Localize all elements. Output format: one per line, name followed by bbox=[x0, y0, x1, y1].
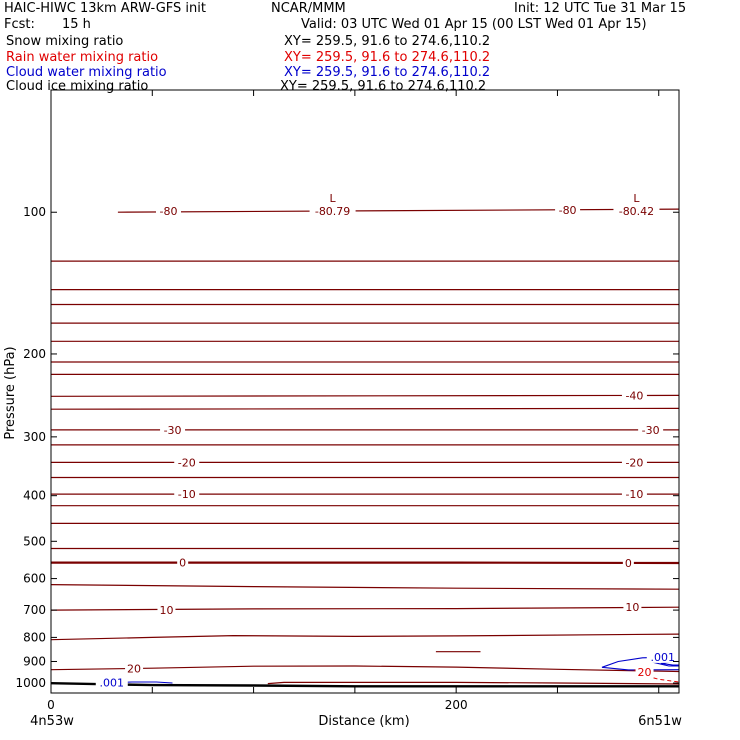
legend-rain-name: Rain water mixing ratio bbox=[6, 50, 159, 65]
cloud-water-label-0-bg bbox=[95, 676, 128, 689]
y-tick-label-600: 600 bbox=[23, 572, 46, 586]
model-name: HAIC-HIWC 13km ARW-GFS init bbox=[4, 1, 206, 16]
plot-frame bbox=[50, 89, 680, 694]
temperature-label-9: 0 bbox=[179, 557, 186, 570]
x-tick-label-200: 200 bbox=[445, 698, 468, 712]
low-marker-letter-1: L bbox=[633, 192, 640, 205]
temperature-label-2: -40 bbox=[625, 389, 643, 402]
temperature-contour-9 bbox=[51, 407, 679, 410]
y-axis-label: Pressure (hPa) bbox=[3, 346, 18, 439]
x-axis-label: Distance (km) bbox=[318, 714, 409, 729]
valid-time: Valid: 03 UTC Wed 01 Apr 15 (00 LST Wed … bbox=[301, 17, 647, 32]
org-label: NCAR/MMM bbox=[271, 1, 346, 16]
temperature-label-13: 20 bbox=[127, 663, 141, 676]
terrain-line bbox=[51, 682, 679, 688]
temperature-label-8: -10 bbox=[625, 488, 643, 501]
y-tick-label-500: 500 bbox=[23, 534, 46, 548]
low-marker-bg-1 bbox=[613, 204, 660, 217]
low-marker-letter-0: L bbox=[330, 192, 337, 205]
temperature-label-5: -20 bbox=[178, 456, 196, 469]
cloud-water-label-1: .001 bbox=[651, 651, 676, 664]
temperature-label-6: -20 bbox=[625, 456, 643, 469]
legend-cloudwater-name: Cloud water mixing ratio bbox=[6, 65, 167, 80]
legend-snow-xy: XY= 259.5, 91.6 to 274.6,110.2 bbox=[284, 34, 491, 49]
low-marker-value-1: -80.42 bbox=[619, 205, 654, 218]
temperature-contour-20 bbox=[51, 606, 679, 611]
y-tick-label-900: 900 bbox=[23, 654, 46, 668]
temperature-contour-19 bbox=[51, 584, 679, 590]
y-tick-label-700: 700 bbox=[23, 603, 46, 617]
x-tick-label-0: 0 bbox=[47, 698, 55, 712]
cloud-water-label-1-bg bbox=[646, 650, 679, 663]
low-marker-value-0: -80.79 bbox=[315, 205, 350, 218]
fcst-value: 15 h bbox=[62, 17, 91, 32]
temperature-contour-22 bbox=[51, 665, 679, 673]
y-tick-label-1000: 1000 bbox=[15, 676, 46, 690]
temperature-label-13-bg bbox=[125, 662, 144, 675]
temperature-contour-8 bbox=[51, 394, 679, 397]
temperature-label-12: 10 bbox=[625, 601, 639, 614]
temperature-label-0-bg bbox=[155, 205, 181, 218]
temperature-contour-21 bbox=[51, 633, 679, 641]
y-tick-label-400: 400 bbox=[23, 489, 46, 503]
legend-cloudwater-xy: XY= 259.5, 91.6 to 274.6,110.2 bbox=[284, 65, 491, 80]
y-tick-label-800: 800 bbox=[23, 630, 46, 644]
temperature-label-0: -80 bbox=[160, 205, 178, 218]
temperature-label-4-bg bbox=[638, 423, 664, 436]
temperature-label-7-bg bbox=[174, 488, 200, 501]
right-endpoint-label: 6n51w bbox=[638, 714, 682, 729]
temperature-label-2-bg bbox=[621, 389, 647, 402]
temperature-label-9-bg bbox=[177, 556, 189, 569]
y-tick-label-100: 100 bbox=[23, 205, 46, 219]
temperature-label-11: 10 bbox=[159, 604, 173, 617]
y-tick-label-300: 300 bbox=[23, 430, 46, 444]
init-time: Init: 12 UTC Tue 31 Mar 15 bbox=[514, 1, 687, 16]
legend-rain-xy: XY= 259.5, 91.6 to 274.6,110.2 bbox=[284, 50, 491, 65]
y-tick-label-200: 200 bbox=[23, 347, 46, 361]
fcst-label: Fcst: bbox=[4, 17, 35, 32]
temperature-label-4: -30 bbox=[642, 424, 660, 437]
legend-snow-name: Snow mixing ratio bbox=[6, 34, 124, 49]
temperature-label-6-bg bbox=[621, 456, 647, 469]
temperature-label-8-bg bbox=[621, 488, 647, 501]
temperature-label-1-bg bbox=[555, 204, 581, 217]
temperature-contour-23 bbox=[267, 681, 679, 685]
temperature-label-3-bg bbox=[160, 423, 186, 436]
temperature-label-1: -80 bbox=[559, 204, 577, 217]
rain-label-0-bg bbox=[635, 665, 654, 678]
rain-label-0: 20 bbox=[638, 666, 652, 679]
temperature-label-5-bg bbox=[174, 456, 200, 469]
temperature-label-10-bg bbox=[622, 557, 634, 570]
left-endpoint-label: 4n53w bbox=[30, 714, 74, 729]
temperature-label-7: -10 bbox=[178, 488, 196, 501]
temperature-label-10: 0 bbox=[625, 557, 632, 570]
cloud-water-label-0: .001 bbox=[100, 677, 125, 690]
low-marker-bg-0 bbox=[309, 204, 356, 217]
temperature-label-12-bg bbox=[623, 601, 642, 614]
temperature-label-11-bg bbox=[157, 604, 176, 617]
temperature-contour-0 bbox=[117, 208, 679, 213]
temperature-label-3: -30 bbox=[164, 424, 182, 437]
